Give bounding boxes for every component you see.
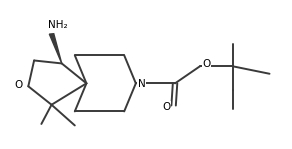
Text: O: O: [162, 102, 171, 112]
Text: O: O: [202, 59, 210, 69]
Polygon shape: [49, 34, 62, 63]
Text: O: O: [15, 80, 23, 90]
Text: N: N: [138, 79, 145, 89]
Text: NH₂: NH₂: [48, 20, 67, 30]
